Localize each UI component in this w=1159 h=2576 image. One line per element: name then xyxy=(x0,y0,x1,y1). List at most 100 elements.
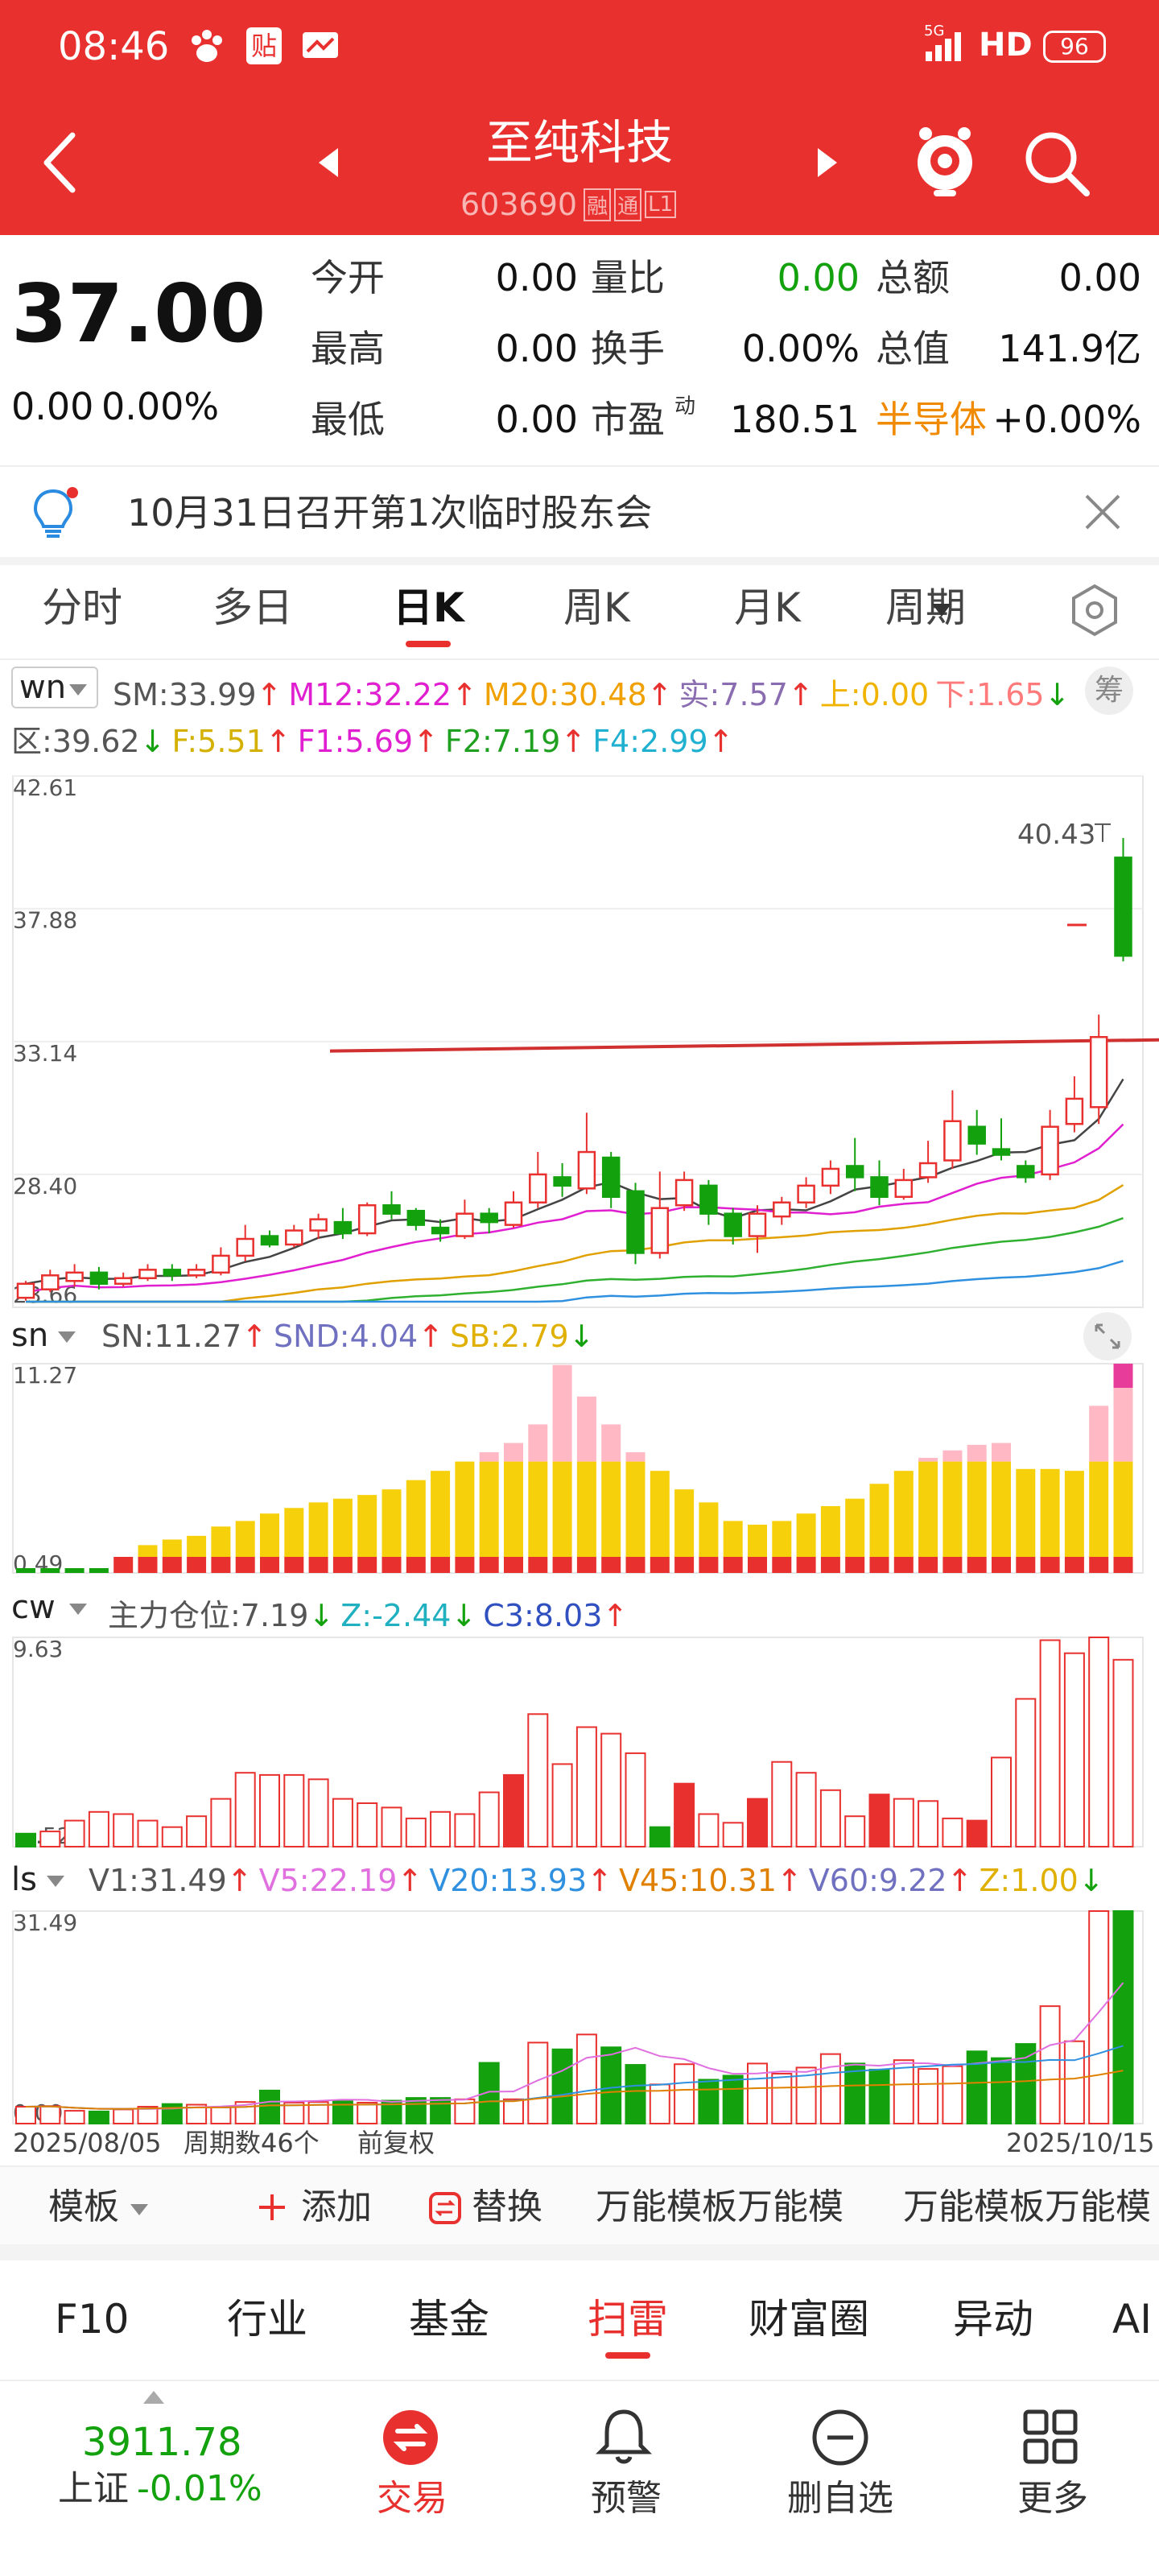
sn-bar-mid xyxy=(796,1513,816,1557)
period-tab[interactable]: 周期 xyxy=(885,584,966,631)
wn-selector[interactable]: wn xyxy=(11,667,98,708)
sn-bar-mid xyxy=(284,1508,304,1557)
bottom-tab[interactable]: 财富圈 xyxy=(749,2296,869,2343)
candle xyxy=(357,1203,377,1235)
indicator-text: Z:-2.44 xyxy=(340,1598,452,1633)
trade-label[interactable]: 交易 xyxy=(377,2478,448,2519)
back-icon[interactable] xyxy=(37,129,85,196)
indicator-text: Z:1.00 xyxy=(979,1863,1079,1898)
more-label[interactable]: 更多 xyxy=(1017,2478,1088,2519)
sn-bar-base xyxy=(235,1557,255,1573)
candle xyxy=(187,1269,206,1277)
sn-bar-mid xyxy=(869,1484,889,1557)
sn-bar-base xyxy=(284,1557,304,1573)
candle xyxy=(577,1150,596,1190)
sn-bar-mid xyxy=(308,1502,328,1557)
swap-icon[interactable] xyxy=(428,2191,462,2225)
settings-hex-icon[interactable] xyxy=(1067,583,1122,638)
index-value[interactable]: 3911.78 xyxy=(82,2420,242,2465)
indicator-arrow: ↑ xyxy=(602,1598,629,1633)
cw-bar xyxy=(893,1798,914,1848)
period-count: 周期数46个 xyxy=(184,2128,320,2158)
robot-assistant-icon[interactable] xyxy=(909,122,980,200)
volume-bar xyxy=(405,2097,427,2124)
sn-bar xyxy=(64,1568,85,1573)
ls-indicator-header: ls V1:31.49↑ V5:22.19↑ V20:13.93↑ V45:10.31… xyxy=(0,1855,1159,1908)
trade-icon[interactable] xyxy=(382,2409,439,2467)
template-item-1[interactable]: 万能模板万能模 xyxy=(596,2186,843,2227)
bell-icon[interactable] xyxy=(595,2405,653,2467)
cw-bar xyxy=(918,1800,939,1847)
indicator-value: V5:22.19↑ xyxy=(259,1863,423,1898)
alert-label[interactable]: 预警 xyxy=(591,2478,662,2519)
sn-selector[interactable]: sn xyxy=(11,1314,98,1357)
bottom-tab[interactable]: 基金 xyxy=(409,2296,489,2343)
grid-more-icon[interactable] xyxy=(1022,2409,1079,2465)
sn-bar-mid xyxy=(601,1461,621,1557)
sn-values: SN:11.27↑ SND:4.04↑ SB:2.79↓ xyxy=(101,1319,601,1354)
indicator-text: M12:32.22 xyxy=(288,677,452,712)
period-tab[interactable]: 月K xyxy=(734,584,801,631)
sn-bar-top xyxy=(1089,1406,1109,1462)
sn-bar-mid xyxy=(162,1539,182,1557)
cw-selector[interactable]: cw xyxy=(11,1586,98,1629)
period-tab[interactable]: 周K xyxy=(563,584,630,631)
add-button[interactable]: 添加 xyxy=(301,2186,372,2227)
remove-watchlist-icon[interactable] xyxy=(811,2409,869,2467)
stock-code-row: 603690 融 通 L1 xyxy=(460,187,677,222)
plus-icon[interactable] xyxy=(256,2191,288,2223)
period-tab[interactable]: 日K xyxy=(393,584,464,647)
bottom-tab[interactable]: 行业 xyxy=(227,2296,307,2343)
period-tab[interactable]: 多日 xyxy=(212,584,293,631)
prev-stock-icon[interactable] xyxy=(314,145,343,180)
cw-indicator-header: cw 主力仓位:7.19↓ Z:-2.44↓ C3:8.03↑ xyxy=(0,1583,1159,1636)
bottom-tab[interactable]: 扫雷 xyxy=(588,2296,668,2359)
bottom-tab[interactable]: F10 xyxy=(55,2296,130,2343)
candle xyxy=(1041,1125,1059,1176)
template-item-2[interactable]: 万能模板万能模 xyxy=(903,2186,1151,2227)
volume-bar xyxy=(698,2079,720,2124)
sn-bar-base xyxy=(1113,1557,1133,1573)
search-icon[interactable] xyxy=(1022,129,1091,198)
indicator-arrow: ↑ xyxy=(776,1863,802,1898)
bottom-tab[interactable]: 异动 xyxy=(953,2296,1033,2343)
volume-bar xyxy=(722,2074,744,2124)
high-price-label: 40.43 xyxy=(1017,819,1095,851)
sn-bar-mid xyxy=(1040,1468,1060,1557)
kline-chart-area[interactable]: 42.6137.8833.1428.4023.6640.4311.270.499… xyxy=(0,760,1159,2145)
volume-bar xyxy=(259,2089,280,2124)
indicator-text: SND:4.04 xyxy=(273,1319,419,1354)
replace-button[interactable]: 替换 xyxy=(472,2186,542,2227)
template-dropdown[interactable]: 模板 xyxy=(48,2186,119,2227)
cw-bar xyxy=(234,1772,256,1847)
period-tab[interactable]: 分时 xyxy=(42,584,122,631)
remove-watchlist-label[interactable]: 删自选 xyxy=(787,2478,893,2519)
cw-bar xyxy=(1063,1652,1085,1847)
notice-bar[interactable]: 10月31日召开第1次临时股东会 xyxy=(0,467,1159,557)
sn-bar-base xyxy=(162,1557,182,1573)
candle xyxy=(797,1184,815,1203)
sn-bar-top xyxy=(552,1364,572,1462)
sn-bar-mid xyxy=(1113,1461,1133,1557)
sn-indicator-header: sn SN:11.27↑ SND:4.04↑ SB:2.79↓ xyxy=(0,1311,1159,1364)
cw-bar xyxy=(137,1819,159,1847)
next-stock-icon[interactable] xyxy=(813,145,842,180)
expand-icon[interactable] xyxy=(1083,1312,1132,1360)
sn-bar-top xyxy=(918,1457,938,1462)
candle xyxy=(748,1212,767,1237)
wn-indicator-header: wn SM:33.99↑ M12:32.22↑ M20:30.48↑ 实:7.57↑ 上… xyxy=(0,662,1159,760)
candle xyxy=(163,1269,182,1277)
indicator-arrow: ↑ xyxy=(397,1863,423,1898)
sn-bar-base xyxy=(820,1557,840,1573)
sn-bar-base xyxy=(406,1557,426,1573)
bottom-tab[interactable]: AI xyxy=(1112,2296,1152,2343)
candle xyxy=(1114,857,1132,957)
sn-bar-base xyxy=(113,1557,134,1573)
chips-button[interactable]: 筹 xyxy=(1085,667,1133,715)
close-icon[interactable] xyxy=(1082,491,1124,533)
indicator-value: 下:1.65↓ xyxy=(935,677,1070,712)
sn-bar-base xyxy=(772,1557,792,1573)
ls-selector[interactable]: ls xyxy=(11,1858,98,1901)
volume-bar xyxy=(15,2106,36,2125)
sn-bar-base xyxy=(992,1557,1011,1573)
